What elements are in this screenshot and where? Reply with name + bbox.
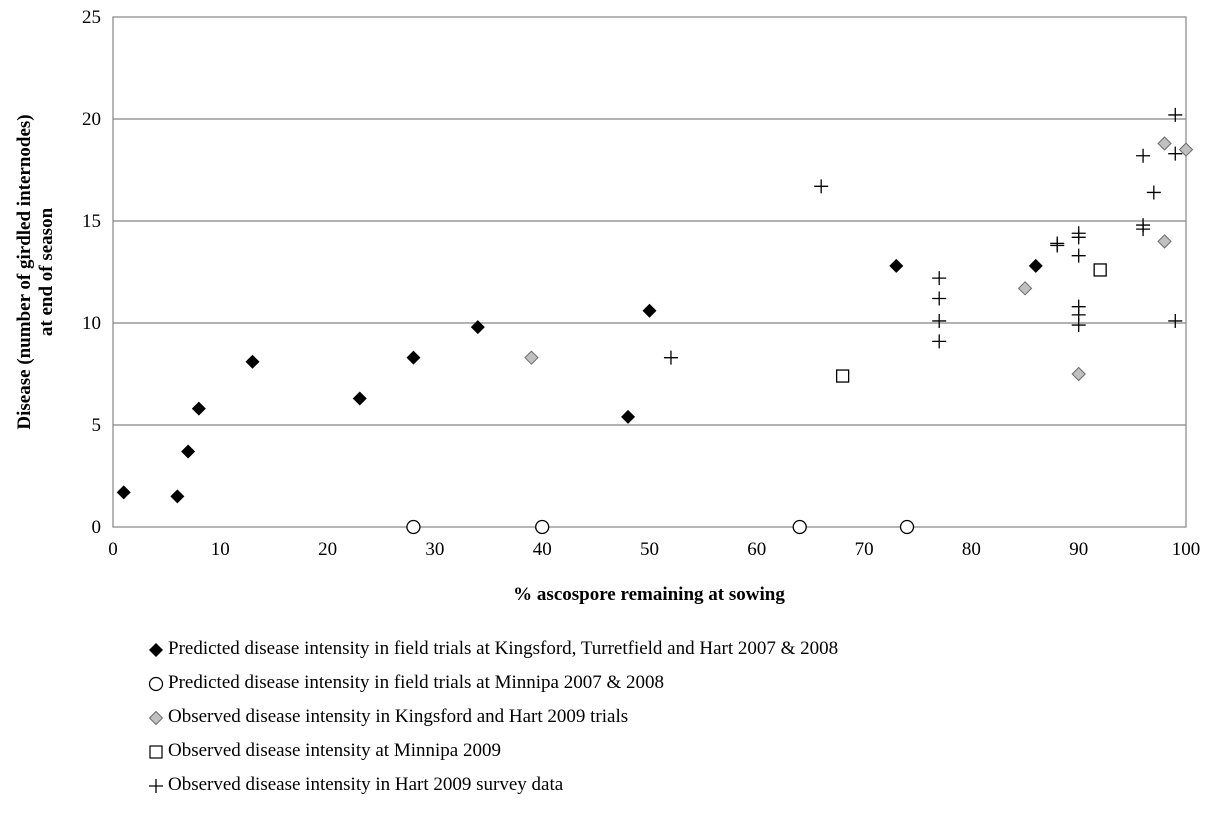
- y-tick-label: 5: [92, 415, 102, 436]
- x-tick-label: 0: [108, 539, 118, 560]
- x-tick-label: 20: [318, 539, 337, 560]
- x-tick-label: 70: [855, 539, 874, 560]
- data-point-filled-diamond: [170, 489, 185, 504]
- legend-label: Observed disease intensity in Kingsford …: [168, 706, 629, 727]
- data-point-filled-diamond: [1028, 258, 1043, 273]
- open-circle-icon: [148, 676, 164, 692]
- data-point-plus: [1168, 146, 1183, 161]
- data-point-grey-diamond: [1157, 234, 1172, 249]
- data-point-filled-diamond: [621, 409, 636, 424]
- data-point-filled-diamond: [116, 485, 131, 500]
- legend-label: Observed disease intensity in Hart 2009 …: [168, 774, 564, 795]
- data-point-open-circle: [899, 519, 915, 535]
- data-point-plus: [932, 313, 947, 328]
- data-point-grey-diamond: [1071, 366, 1086, 382]
- x-axis-title: % ascospore remaining at sowing: [513, 584, 785, 605]
- y-axis-ticks: 0 5 10 15 20 25: [82, 7, 101, 538]
- data-point-filled-diamond: [191, 401, 206, 416]
- open-square-icon: [149, 745, 163, 759]
- data-point-grey-diamond: [524, 350, 539, 365]
- data-point-plus: [814, 179, 829, 194]
- data-point-filled-diamond: [406, 350, 421, 365]
- data-point-plus: [932, 334, 947, 349]
- x-tick-label: 80: [962, 539, 981, 560]
- data-point-plus: [932, 291, 947, 306]
- data-marks: [116, 107, 1194, 535]
- y-tick-label: 20: [82, 109, 101, 130]
- data-point-open-square: [1093, 263, 1107, 277]
- data-point-filled-diamond: [889, 258, 904, 273]
- data-point-plus: [663, 350, 678, 365]
- data-point-filled-diamond: [352, 391, 367, 406]
- data-point-grey-diamond: [1178, 142, 1194, 157]
- gridlines: [113, 118, 1186, 426]
- plus-icon: [149, 779, 163, 793]
- y-tick-label: 10: [82, 313, 101, 334]
- legend-label: Predicted disease intensity in field tri…: [168, 638, 839, 659]
- scatter-chart: 0 5 10 15 20 25 0 10 20 30 40 50 60 70 80 90 100 % asco…: [14, 7, 1200, 605]
- data-point-plus: [1136, 148, 1151, 163]
- data-point-plus: [1136, 218, 1151, 233]
- data-point-plus: [1071, 299, 1086, 314]
- data-point-filled-diamond: [470, 320, 485, 335]
- y-tick-label: 25: [82, 7, 101, 28]
- data-point-grey-diamond: [1157, 136, 1172, 151]
- data-point-filled-diamond: [642, 303, 657, 318]
- y-axis-title-line-1: Disease (number of girdled internodes): [14, 114, 35, 429]
- grey-diamond-icon: [148, 710, 164, 726]
- x-tick-label: 50: [640, 539, 659, 560]
- x-axis-ticks: 0 10 20 30 40 50 60 70 80 90 100: [108, 539, 1200, 560]
- data-point-filled-diamond: [245, 354, 260, 369]
- data-point-plus: [1071, 226, 1086, 241]
- data-point-plus: [1050, 236, 1065, 251]
- data-point-plus: [1168, 313, 1183, 328]
- x-tick-label: 60: [747, 539, 766, 560]
- x-tick-label: 90: [1069, 539, 1088, 560]
- y-tick-label: 15: [82, 211, 101, 232]
- data-point-plus: [1146, 185, 1161, 200]
- data-point-open-circle: [792, 519, 807, 535]
- x-tick-label: 100: [1172, 539, 1201, 560]
- data-point-filled-diamond: [181, 444, 196, 459]
- data-point-open-circle: [535, 519, 550, 535]
- data-point-grey-diamond: [1017, 281, 1033, 296]
- data-point-plus: [1071, 248, 1086, 263]
- plot-area-border: [112, 16, 1187, 528]
- legend-label: Observed disease intensity at Minnipa 20…: [168, 740, 501, 761]
- data-point-open-square: [835, 369, 850, 383]
- x-tick-label: 30: [425, 539, 444, 560]
- y-tick-label: 0: [92, 517, 102, 538]
- y-axis-title-line-2: at end of season: [36, 207, 57, 336]
- x-tick-label: 40: [533, 539, 552, 560]
- y-axis-title: Disease (number of girdled internodes) a…: [14, 114, 57, 429]
- legend-label: Predicted disease intensity in field tri…: [168, 672, 665, 693]
- data-point-open-circle: [406, 519, 421, 535]
- filled-diamond-icon: [149, 643, 163, 657]
- data-point-plus: [1168, 107, 1183, 122]
- data-point-plus: [932, 271, 947, 286]
- x-tick-label: 10: [211, 539, 230, 560]
